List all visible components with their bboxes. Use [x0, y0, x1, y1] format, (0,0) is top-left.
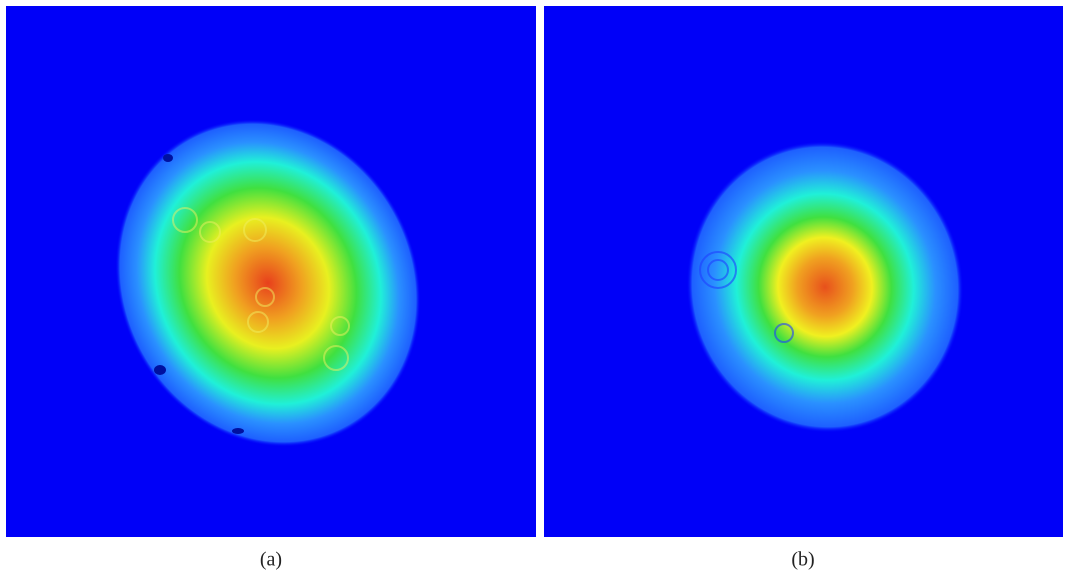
dust-spots: [154, 154, 244, 434]
beam-profile: [686, 141, 964, 433]
caption: (a): [260, 549, 282, 571]
diffraction-rings: [172, 207, 350, 371]
diffraction-rings: [699, 251, 794, 343]
panel-a: [6, 6, 536, 537]
caption: (b): [791, 549, 814, 571]
beam-profile: [115, 119, 421, 447]
panel-b: [544, 6, 1063, 537]
